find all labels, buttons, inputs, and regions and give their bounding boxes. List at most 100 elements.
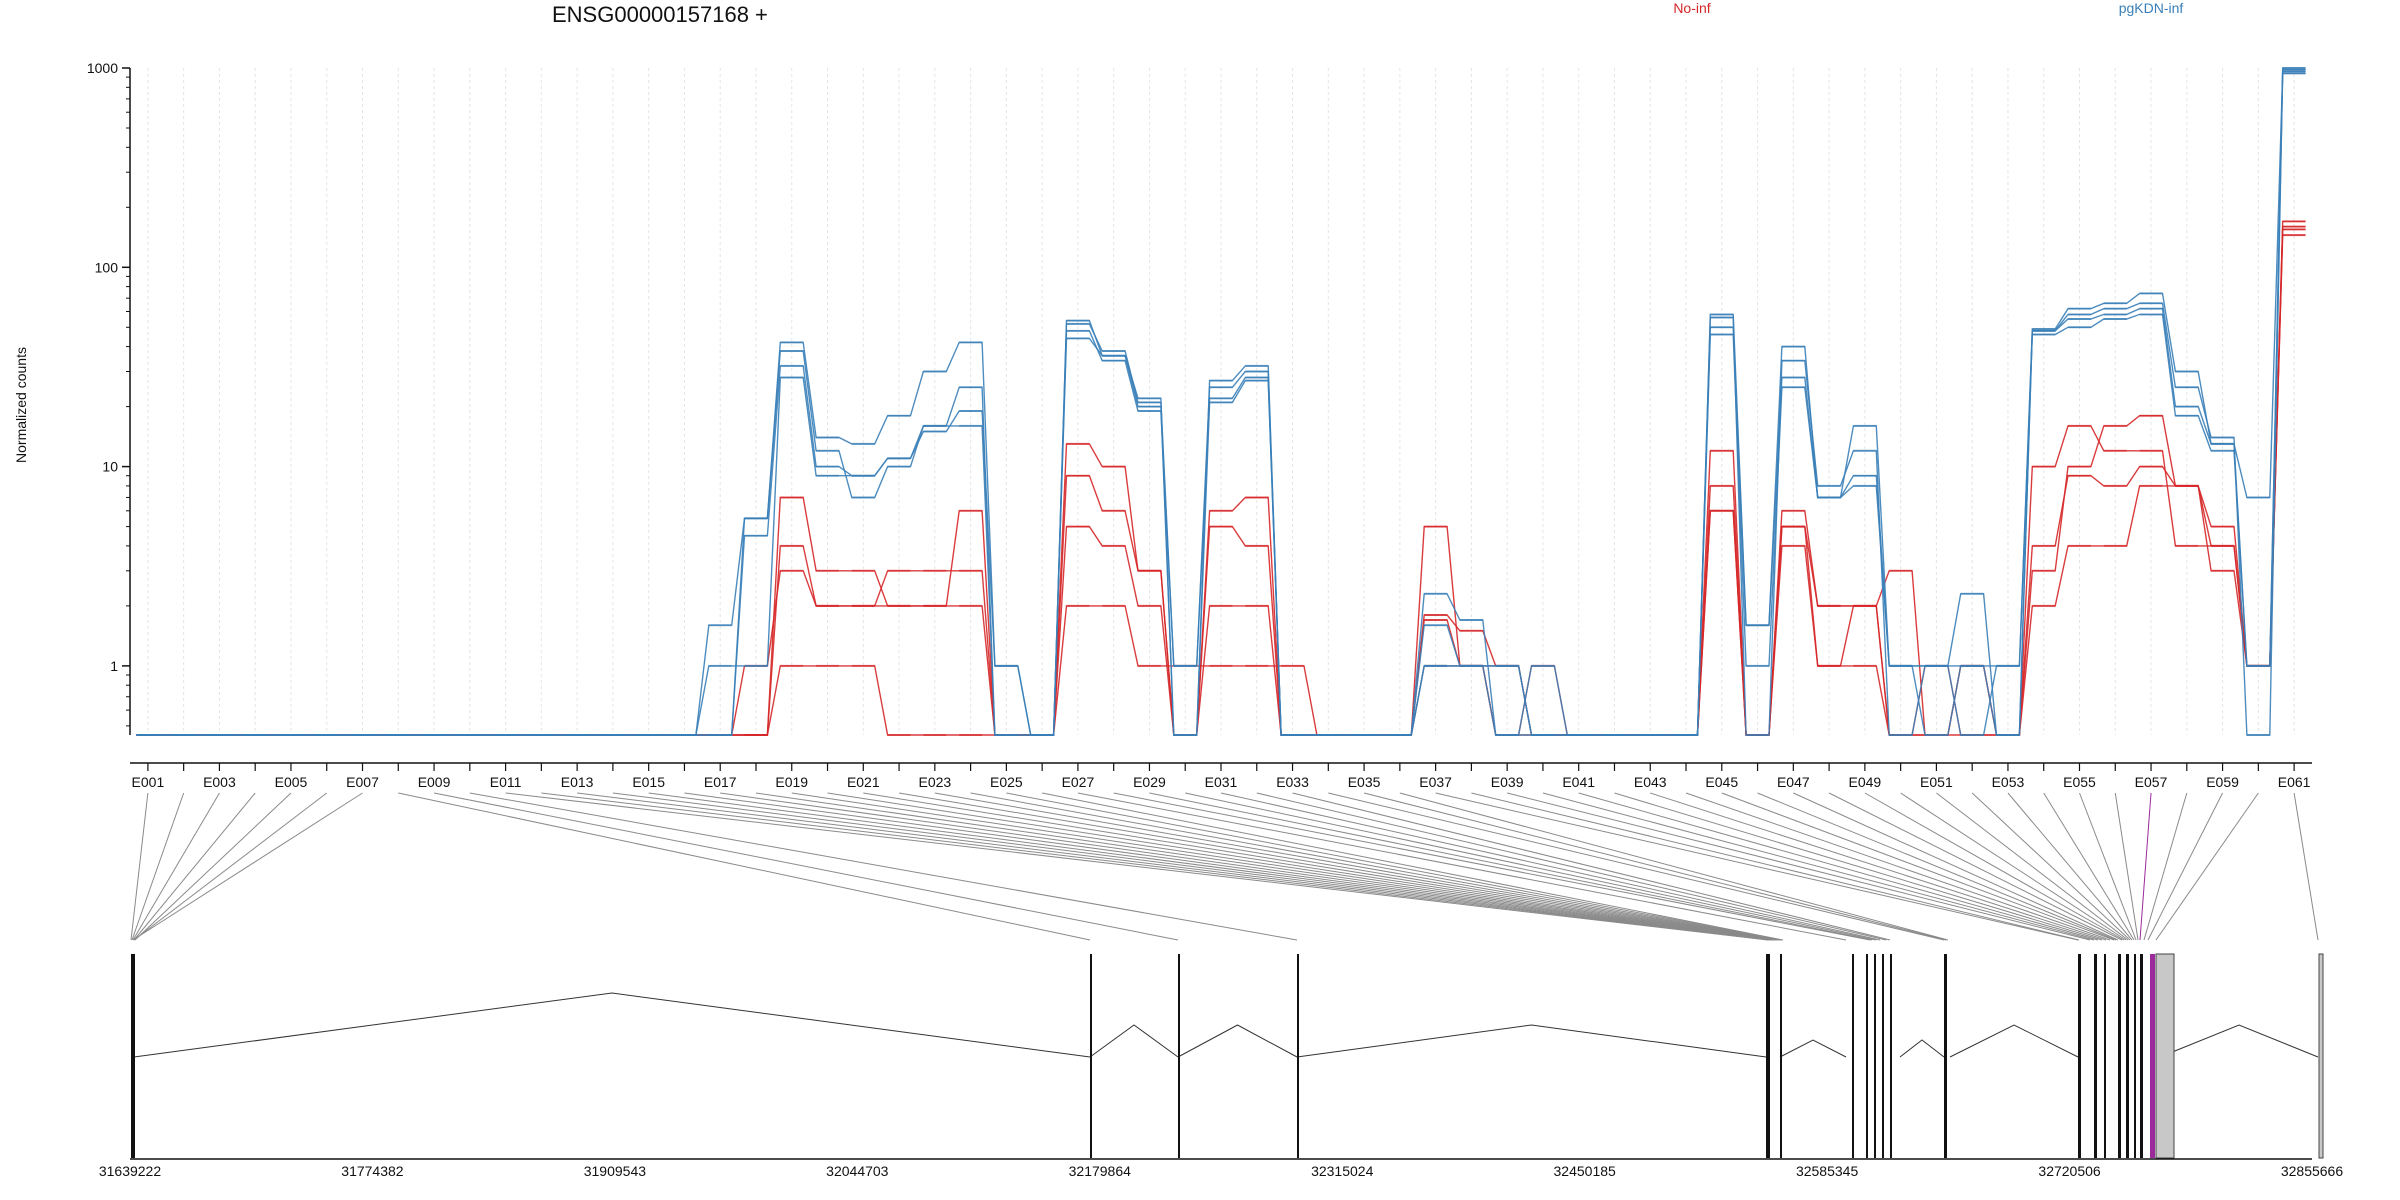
exon-box	[1890, 954, 1892, 1158]
x-tick-label: E045	[1705, 774, 1738, 790]
x-tick-label: E039	[1491, 774, 1524, 790]
exon-connector	[1435, 792, 2079, 941]
exon-connector	[1650, 792, 2107, 941]
exon-box	[2104, 954, 2106, 1158]
y-tick-label: 10	[102, 459, 118, 475]
exon-connector	[505, 792, 1769, 941]
x-tick-label: E027	[1062, 774, 1095, 790]
exon-connector	[791, 792, 1777, 941]
exon-connector	[1042, 792, 1784, 941]
exon-connector	[433, 792, 1179, 941]
y-tick-label: 100	[95, 259, 119, 275]
highlighted-exon-box	[2150, 954, 2155, 1158]
x-tick-label: E001	[132, 774, 165, 790]
exon-connector	[577, 792, 1771, 941]
exon-box	[2140, 954, 2143, 1158]
intron-line	[133, 992, 1091, 1058]
x-tick-label: E015	[632, 774, 665, 790]
exon-connector	[1471, 792, 2080, 941]
x-tick-label: E033	[1276, 774, 1309, 790]
exon-box	[1178, 954, 1180, 1158]
exon-connector	[133, 792, 328, 941]
genomic-tick-label: 32044703	[826, 1163, 889, 1179]
exon-box	[1852, 954, 1854, 1158]
legend-pgkdn-inf: pgKDN-inf	[2119, 0, 2184, 16]
x-tick-label: E019	[775, 774, 808, 790]
exon-connector	[1328, 792, 1945, 941]
exon-connector	[131, 792, 185, 941]
exon-box	[131, 954, 135, 1158]
exon-connector	[2079, 792, 2137, 941]
x-tick-label: E041	[1562, 774, 1595, 790]
y-tick-label: 1000	[87, 60, 118, 76]
exon-connector	[1006, 792, 1783, 941]
gene-model	[131, 953, 2324, 1159]
x-tick-label: E021	[847, 774, 880, 790]
exon-connector	[1292, 792, 1891, 941]
intron-line	[1899, 1039, 1945, 1058]
genomic-tick-label: 32720506	[2038, 1163, 2101, 1179]
exon-connector	[648, 792, 1773, 941]
genomic-tick-label: 32450185	[1554, 1163, 1617, 1179]
x-tick-label: E023	[918, 774, 951, 790]
intron-line	[1949, 1024, 2079, 1058]
utr-box	[2155, 953, 2175, 1159]
exon-connector	[1864, 792, 2125, 941]
exon-connector	[720, 792, 1775, 941]
x-tick-label: E003	[203, 774, 236, 790]
exon-connector	[684, 792, 1774, 941]
x-tick-label: E043	[1634, 774, 1667, 790]
exon-connector	[1757, 792, 2117, 941]
intron-line	[2159, 1024, 2319, 1058]
x-tick-label: E005	[275, 774, 308, 790]
exon-connector	[1363, 792, 1947, 941]
exon-connector	[1220, 792, 1881, 941]
x-ticks: E001 E003 E005 E007 E009 E011 E013 E015 E017 E019…	[132, 763, 2311, 790]
exon-connector	[2155, 792, 2259, 941]
intron-line	[1296, 1024, 1767, 1058]
exon-connector	[398, 792, 1091, 941]
exon-box	[2118, 954, 2121, 1158]
x-tick-label: E051	[1920, 774, 1953, 790]
exon-connector	[1578, 792, 2099, 941]
exon-connector	[1149, 792, 1873, 941]
exon-connector	[541, 792, 1770, 941]
exon-connector	[1542, 792, 2095, 941]
exon-connector	[132, 792, 363, 941]
exon-connector	[133, 792, 256, 941]
exon-connector	[863, 792, 1779, 941]
x-tick-label: E007	[346, 774, 379, 790]
genomic-tick-label: 32855666	[2281, 1163, 2344, 1179]
x-tick-label: E035	[1348, 774, 1381, 790]
exon-connector	[2043, 792, 2135, 941]
exon-connector	[1256, 792, 1887, 941]
exon-connector	[1685, 792, 2111, 941]
exon-connector	[1793, 792, 2119, 941]
exon-connectors	[130, 792, 2319, 941]
exon-connector	[2007, 792, 2133, 941]
genomic-tick-label: 31774382	[341, 1163, 404, 1179]
x-tick-label: E055	[2063, 774, 2096, 790]
x-tick-label: E013	[561, 774, 594, 790]
exon-connector	[1399, 792, 1949, 941]
exon-connector	[1614, 792, 2103, 941]
exon-connector	[1828, 792, 2123, 941]
exon-box	[1297, 954, 1299, 1158]
y-tick-label: 1	[110, 658, 118, 674]
exon-box	[1882, 954, 1884, 1158]
intron-line	[1779, 1039, 1847, 1058]
exon-box	[1090, 954, 1092, 1158]
exon-connector	[1936, 792, 2129, 941]
exon-connector	[755, 792, 1776, 941]
exon-box	[1874, 954, 1876, 1158]
intron-line	[1177, 1024, 1298, 1058]
exon-connector	[934, 792, 1781, 941]
x-tick-label: E029	[1133, 774, 1166, 790]
exon-box	[1766, 954, 1770, 1158]
genomic-tick-label: 32315024	[1311, 1163, 1374, 1179]
exon-connector	[469, 792, 1298, 941]
legend-no-inf: No-inf	[1673, 0, 1710, 16]
series-lines	[136, 67, 2306, 736]
genomic-tick-label: 32585345	[1796, 1163, 1859, 1179]
